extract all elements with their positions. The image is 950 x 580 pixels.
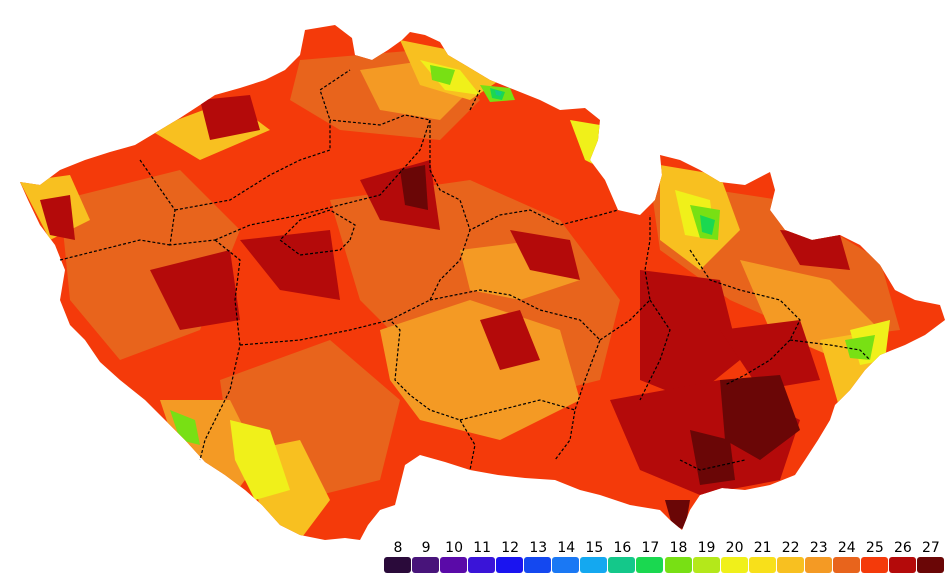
legend-label: 18 bbox=[669, 540, 688, 556]
legend-label: 24 bbox=[837, 540, 856, 556]
legend-label: 23 bbox=[809, 540, 828, 556]
legend-label: 14 bbox=[557, 540, 576, 556]
legend-label: 27 bbox=[922, 540, 940, 556]
legend-label: 17 bbox=[641, 540, 660, 556]
legend-label: 22 bbox=[781, 540, 800, 556]
legend-label: 20 bbox=[725, 540, 744, 556]
legend-label: 10 bbox=[445, 540, 463, 556]
legend-label: 11 bbox=[473, 540, 492, 556]
region-borders bbox=[59, 69, 871, 471]
legend-swatch bbox=[776, 557, 804, 573]
legend-swatch bbox=[720, 557, 748, 573]
legend-swatch bbox=[748, 557, 776, 573]
legend-swatch bbox=[804, 557, 832, 573]
color-scale-legend: 8 9 10 11 12 13 14 15 16 17 18 19 20 21 22 23 24 25 26 27 bbox=[384, 540, 945, 576]
legend-swatch bbox=[524, 557, 552, 573]
legend-label: 8 bbox=[393, 540, 403, 556]
legend-swatch bbox=[860, 557, 888, 573]
legend-swatch bbox=[636, 557, 664, 573]
legend-swatch bbox=[496, 557, 524, 573]
legend-label: 25 bbox=[865, 540, 884, 556]
legend-label: 12 bbox=[501, 540, 520, 556]
legend-swatch bbox=[888, 557, 916, 573]
legend-swatch bbox=[664, 557, 692, 573]
legend-swatch bbox=[580, 557, 608, 573]
legend-swatch bbox=[412, 557, 440, 573]
legend-label: 16 bbox=[613, 540, 632, 556]
legend-label: 13 bbox=[529, 540, 548, 556]
legend-swatch bbox=[384, 557, 411, 573]
legend-label: 15 bbox=[585, 540, 604, 556]
legend-swatch bbox=[552, 557, 580, 573]
legend-label: 21 bbox=[753, 540, 772, 556]
legend-label: 26 bbox=[893, 540, 912, 556]
legend-swatch bbox=[440, 557, 468, 573]
legend-swatch bbox=[692, 557, 720, 573]
legend-swatch bbox=[832, 557, 860, 573]
legend-swatch bbox=[608, 557, 636, 573]
legend-label: 9 bbox=[421, 540, 431, 556]
legend-label: 19 bbox=[697, 540, 716, 556]
legend-swatch bbox=[916, 557, 944, 573]
legend-swatch bbox=[468, 557, 496, 573]
